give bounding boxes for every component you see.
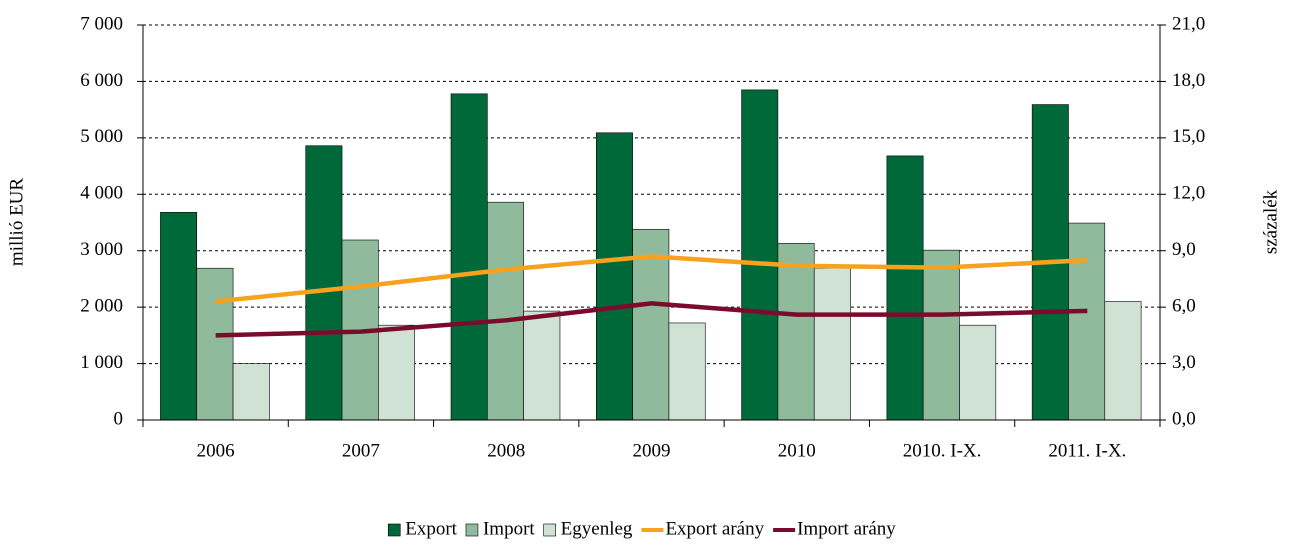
bar — [922, 249, 960, 421]
x-tick-label: 2011. I-X. — [1048, 440, 1126, 461]
legend-swatch — [543, 523, 556, 537]
legend-label: Egyenleg — [561, 518, 633, 539]
line-series — [215, 254, 1088, 304]
bar — [196, 267, 234, 421]
y-tick-label: 3 000 — [80, 239, 123, 260]
y2-tick-label: 15,0 — [1172, 126, 1205, 147]
y-tick-label: 4 000 — [80, 183, 123, 204]
y2-tick-label: 18,0 — [1172, 70, 1205, 91]
line-series — [215, 301, 1088, 338]
x-tick-label: 2010. I-X. — [903, 440, 982, 461]
y2-tick-label: 12,0 — [1172, 183, 1205, 204]
bar — [160, 212, 198, 421]
bar — [450, 93, 488, 421]
legend-label: Export — [405, 518, 457, 539]
bar — [305, 145, 343, 421]
x-tick-label: 2007 — [342, 440, 380, 461]
bar — [668, 322, 706, 421]
x-tick-label: 2009 — [633, 440, 671, 461]
legend-label: Import — [483, 518, 535, 539]
y2-tick-label: 0,0 — [1172, 408, 1196, 429]
y-tick-label: 0 — [114, 408, 124, 429]
y-tick-label: 5 000 — [80, 126, 123, 147]
y-tick-label: 7 000 — [80, 13, 123, 34]
y-tick-label: 2 000 — [80, 296, 123, 317]
bar — [1104, 301, 1142, 421]
legend-label: Export arány — [665, 518, 764, 539]
y-tick-label: 6 000 — [80, 70, 123, 91]
bar — [378, 324, 415, 421]
y-axis-label: millió EUR — [6, 178, 27, 266]
x-tick-label: 2010 — [778, 440, 816, 461]
legend-label: Import arány — [797, 518, 896, 539]
x-tick-label: 2006 — [197, 440, 235, 461]
bar — [813, 267, 851, 421]
y2-tick-label: 9,0 — [1172, 239, 1196, 260]
y2-tick-label: 3,0 — [1172, 352, 1196, 373]
legend: Export Import Egyenleg Export arány Import a… — [387, 518, 896, 539]
legend-swatch — [387, 523, 401, 537]
bar — [777, 243, 815, 421]
bar — [487, 201, 524, 421]
bar — [632, 228, 670, 421]
y2-tick-label: 21,0 — [1172, 13, 1205, 34]
bar — [595, 132, 633, 421]
bar — [232, 363, 270, 421]
x-tick-label: 2008 — [487, 440, 525, 461]
bar — [886, 155, 924, 421]
y2-axis-label: százalék — [1260, 189, 1281, 254]
bar — [741, 89, 779, 421]
y2-tick-label: 6,0 — [1172, 296, 1196, 317]
legend-swatch — [465, 523, 479, 537]
bar — [959, 324, 997, 421]
bar — [523, 310, 561, 421]
bar — [1068, 222, 1106, 421]
y-tick-label: 1 000 — [80, 352, 123, 373]
